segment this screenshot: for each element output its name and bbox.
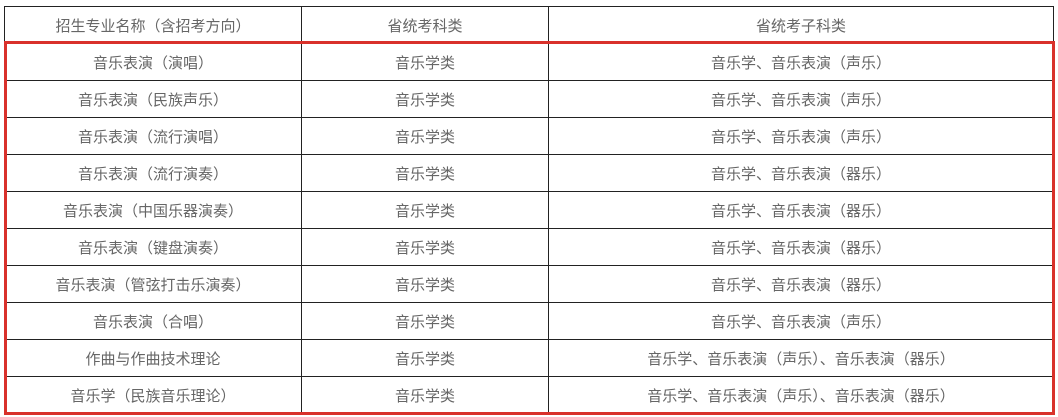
cell-subcategory: 音乐学、音乐表演（声乐）	[548, 80, 1054, 118]
cell-category: 音乐学类	[301, 376, 549, 414]
header-major: 招生专业名称（含招考方向）	[4, 6, 302, 44]
cell-category: 音乐学类	[301, 191, 549, 229]
header-category: 省统考科类	[301, 6, 549, 44]
cell-category: 音乐学类	[301, 80, 549, 118]
cell-major: 音乐表演（合唱）	[4, 302, 302, 340]
cell-major: 音乐表演（演唱）	[4, 43, 302, 81]
cell-category: 音乐学类	[301, 117, 549, 155]
table-row: 音乐表演（演唱） 音乐学类 音乐学、音乐表演（声乐）	[4, 43, 1054, 81]
cell-subcategory: 音乐学、音乐表演（器乐）	[548, 154, 1054, 192]
cell-major: 音乐表演（管弦打击乐演奏）	[4, 265, 302, 303]
table-row: 音乐表演（中国乐器演奏） 音乐学类 音乐学、音乐表演（器乐）	[4, 191, 1054, 229]
cell-subcategory: 音乐学、音乐表演（声乐）	[548, 302, 1054, 340]
cell-category: 音乐学类	[301, 265, 549, 303]
header-row: 招生专业名称（含招考方向） 省统考科类 省统考子科类	[4, 6, 1054, 44]
table-row: 作曲与作曲技术理论 音乐学类 音乐学、音乐表演（声乐）、音乐表演（器乐）	[4, 339, 1054, 377]
cell-subcategory: 音乐学、音乐表演（器乐）	[548, 191, 1054, 229]
cell-subcategory: 音乐学、音乐表演（声乐）、音乐表演（器乐）	[548, 339, 1054, 377]
cell-major: 音乐学（民族音乐理论）	[4, 376, 302, 414]
cell-major: 音乐表演（流行演唱）	[4, 117, 302, 155]
cell-category: 音乐学类	[301, 228, 549, 266]
table-row: 音乐学（民族音乐理论） 音乐学类 音乐学、音乐表演（声乐）、音乐表演（器乐）	[4, 376, 1054, 414]
cell-category: 音乐学类	[301, 302, 549, 340]
table-row: 音乐表演（管弦打击乐演奏） 音乐学类 音乐学、音乐表演（器乐）	[4, 265, 1054, 303]
cell-subcategory: 音乐学、音乐表演（声乐）、音乐表演（器乐）	[548, 376, 1054, 414]
cell-subcategory: 音乐学、音乐表演（声乐）	[548, 43, 1054, 81]
cell-category: 音乐学类	[301, 339, 549, 377]
cell-major: 音乐表演（流行演奏）	[4, 154, 302, 192]
cell-category: 音乐学类	[301, 43, 549, 81]
header-subcategory: 省统考子科类	[548, 6, 1054, 44]
table-row: 音乐表演（流行演唱） 音乐学类 音乐学、音乐表演（声乐）	[4, 117, 1054, 155]
cell-major: 音乐表演（中国乐器演奏）	[4, 191, 302, 229]
major-table: 招生专业名称（含招考方向） 省统考科类 省统考子科类 音乐表演（演唱） 音乐学类音…	[4, 6, 1054, 414]
cell-major: 音乐表演（民族声乐）	[4, 80, 302, 118]
cell-subcategory: 音乐学、音乐表演（器乐）	[548, 228, 1054, 266]
table-row: 音乐表演（键盘演奏） 音乐学类 音乐学、音乐表演（器乐）	[4, 228, 1054, 266]
cell-subcategory: 音乐学、音乐表演（声乐）	[548, 117, 1054, 155]
table-row: 音乐表演（流行演奏） 音乐学类 音乐学、音乐表演（器乐）	[4, 154, 1054, 192]
cell-subcategory: 音乐学、音乐表演（器乐）	[548, 265, 1054, 303]
cell-major: 作曲与作曲技术理论	[4, 339, 302, 377]
table-row: 音乐表演（合唱） 音乐学类 音乐学、音乐表演（声乐）	[4, 302, 1054, 340]
table-row: 音乐表演（民族声乐） 音乐学类 音乐学、音乐表演（声乐）	[4, 80, 1054, 118]
cell-major: 音乐表演（键盘演奏）	[4, 228, 302, 266]
cell-category: 音乐学类	[301, 154, 549, 192]
